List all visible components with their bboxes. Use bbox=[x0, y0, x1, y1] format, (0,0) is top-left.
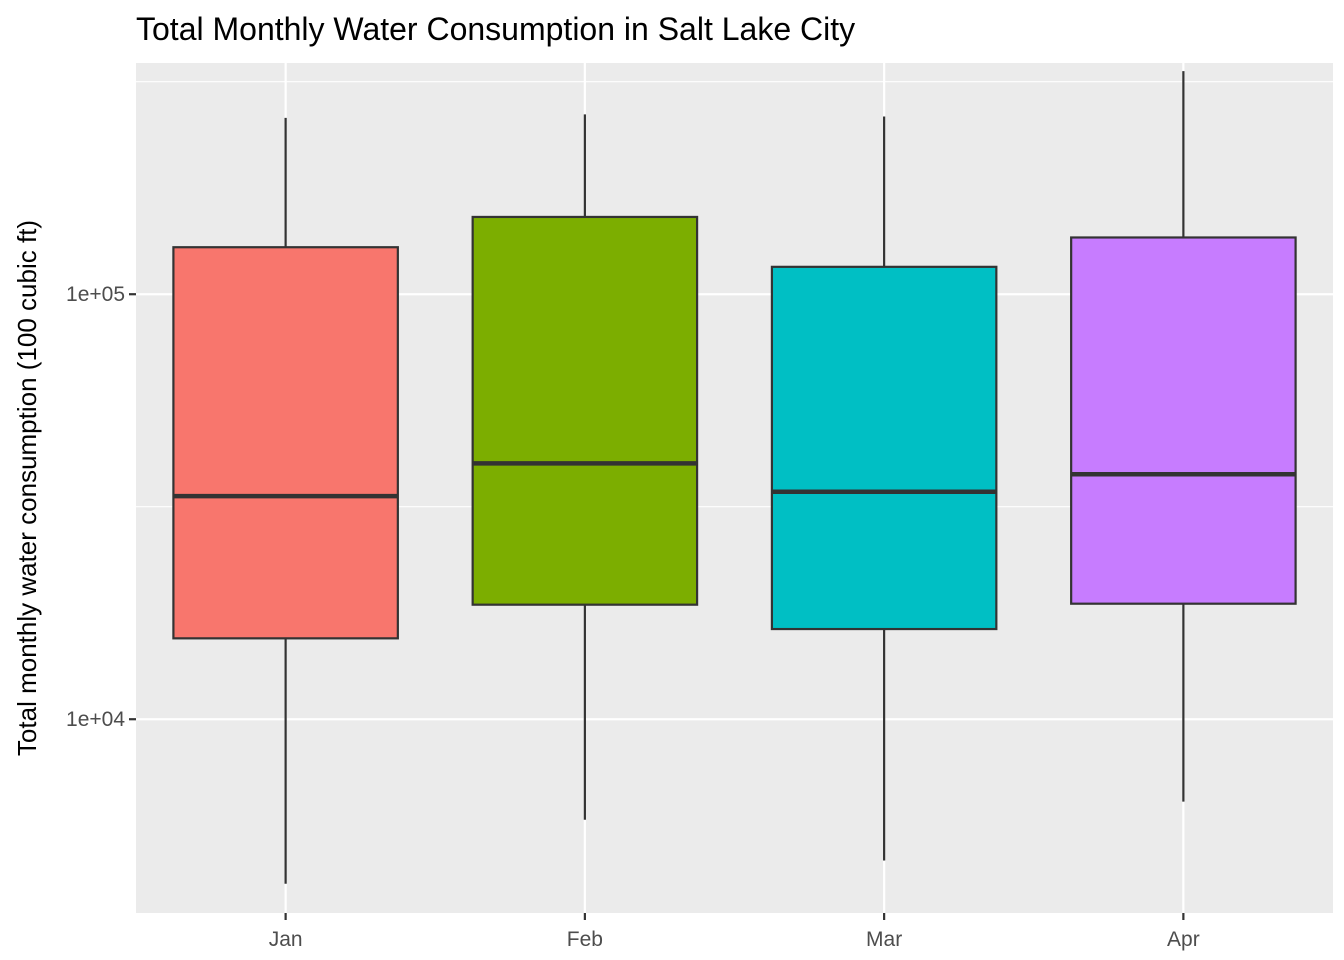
box-rect bbox=[1070, 236, 1297, 605]
y-tick-label: 1e+04 bbox=[66, 708, 125, 731]
box-jan bbox=[172, 117, 399, 884]
x-tick-label: Feb bbox=[567, 928, 603, 951]
box-group bbox=[172, 71, 1297, 884]
box-rect bbox=[770, 265, 998, 631]
y-axis: 1e+04 1e+05 bbox=[66, 283, 136, 731]
box-feb bbox=[471, 114, 699, 820]
x-axis: Jan Feb Mar Apr bbox=[269, 913, 1200, 951]
y-tick-label: 1e+05 bbox=[66, 283, 125, 306]
box-apr bbox=[1070, 71, 1297, 802]
x-tick-label: Apr bbox=[1167, 928, 1200, 951]
y-axis-label: Total monthly water consumption (100 cub… bbox=[12, 220, 42, 756]
x-tick-label: Mar bbox=[866, 928, 902, 951]
chart-title: Total Monthly Water Consumption in Salt … bbox=[136, 11, 855, 47]
box-rect bbox=[471, 215, 699, 606]
box-rect bbox=[172, 246, 399, 640]
box-mar bbox=[770, 116, 998, 861]
x-tick-label: Jan bbox=[269, 928, 303, 951]
